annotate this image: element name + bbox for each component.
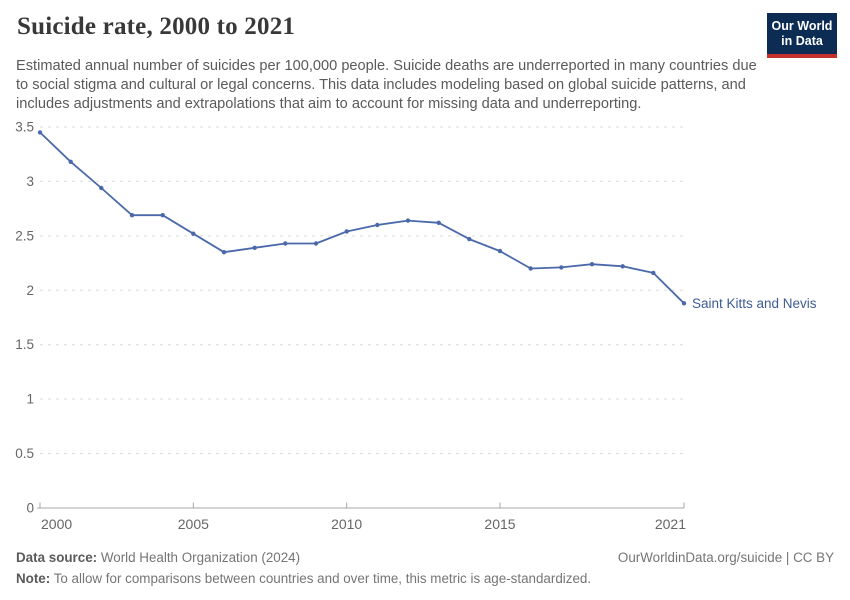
data-point[interactable] <box>559 265 564 270</box>
data-point[interactable] <box>313 241 319 246</box>
data-source-label: Data source: <box>16 550 98 565</box>
y-tick-label: 2.5 <box>15 228 34 243</box>
x-tick-label: 2000 <box>41 516 72 532</box>
note: Note: To allow for comparisons between c… <box>16 568 834 589</box>
data-point[interactable] <box>467 236 472 242</box>
data-point[interactable] <box>37 130 43 135</box>
data-point[interactable] <box>129 213 135 218</box>
data-point[interactable] <box>528 266 533 271</box>
note-label: Note: <box>16 571 51 586</box>
data-line[interactable] <box>39 131 685 305</box>
y-tick-label: 1.5 <box>15 337 34 352</box>
x-tick-label: 2015 <box>484 516 515 532</box>
data-point[interactable] <box>160 213 165 218</box>
y-tick-label: 1 <box>26 392 34 407</box>
page-title: Suicide rate, 2000 to 2021 <box>17 13 296 40</box>
data-point[interactable] <box>436 220 441 225</box>
data-point[interactable] <box>620 264 625 269</box>
data-point[interactable] <box>375 222 380 228</box>
chart-subtitle: Estimated annual number of suicides per … <box>16 58 757 112</box>
data-point[interactable] <box>589 262 595 267</box>
data-point[interactable] <box>252 245 257 250</box>
y-tick-label: 0 <box>26 501 34 516</box>
y-tick-label: 0.5 <box>15 446 34 461</box>
chart-footer: Data source: World Health Organization (… <box>16 547 834 589</box>
y-tick-label: 2 <box>26 283 34 298</box>
data-point[interactable] <box>191 231 196 236</box>
owid-logo-line2: in Data <box>781 33 823 48</box>
x-tick-label: 2005 <box>178 516 209 532</box>
license-link[interactable]: OurWorldinData.org/suicide | CC BY <box>617 550 834 565</box>
data-point[interactable] <box>405 218 411 223</box>
data-point[interactable] <box>344 229 349 234</box>
line-chart[interactable]: 0 0.5 1 1.5 2 2.5 3 3.5 2000 2005 2010 2015 2021 Sain… <box>0 0 850 545</box>
x-tick-label: 2010 <box>331 516 362 532</box>
y-tick-label: 3 <box>26 174 34 189</box>
data-point[interactable] <box>99 185 104 191</box>
owid-logo-line1: Our World <box>771 19 833 33</box>
data-point[interactable] <box>68 159 73 164</box>
data-point[interactable] <box>681 301 687 306</box>
data-source: Data source: World Health Organization (… <box>16 547 300 568</box>
data-point[interactable] <box>497 248 503 254</box>
series-end-label[interactable]: Saint Kitts and Nevis <box>692 296 817 311</box>
data-point[interactable] <box>651 270 656 276</box>
owid-logo[interactable]: Our World in Data <box>767 13 837 58</box>
data-source-text: World Health Organization (2024) <box>97 550 301 565</box>
note-text: To allow for comparisons between countri… <box>50 571 592 586</box>
y-tick-label: 3.5 <box>15 120 34 135</box>
x-tick-label: 2021 <box>655 516 686 532</box>
data-point[interactable] <box>283 241 288 246</box>
data-point[interactable] <box>221 250 227 255</box>
